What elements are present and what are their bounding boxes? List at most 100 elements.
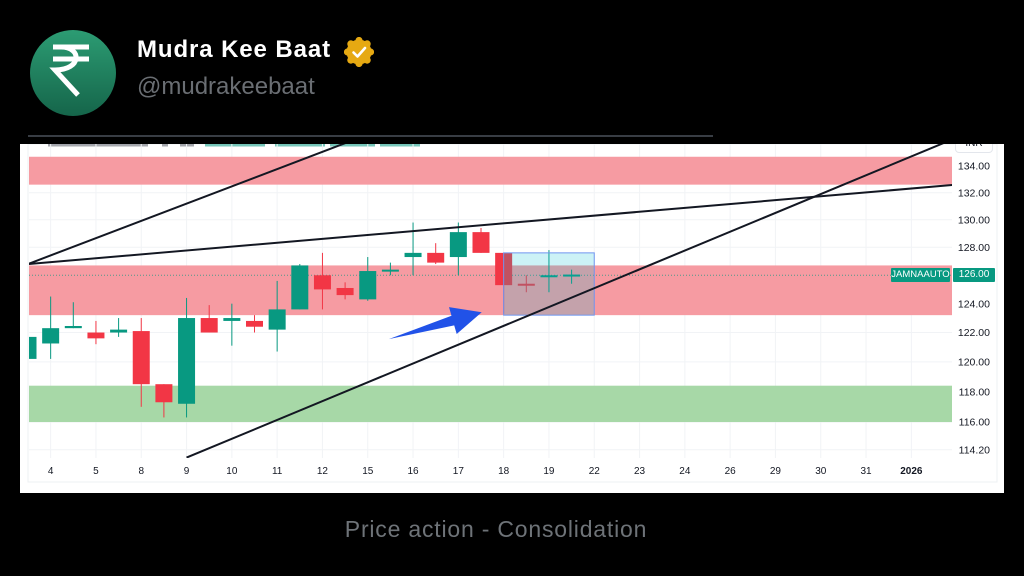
- rupee-icon: [30, 30, 116, 116]
- header-divider: [28, 135, 713, 137]
- candle-body: [427, 252, 445, 263]
- candle-body: [404, 252, 422, 258]
- x-axis-label: 11: [272, 466, 283, 477]
- legend-clipped-text: [205, 144, 265, 147]
- candle-body: [87, 332, 105, 339]
- candle-body: [359, 271, 377, 300]
- x-axis-label: 16: [407, 466, 419, 477]
- candle: [540, 250, 558, 293]
- x-axis-label: 22: [589, 466, 601, 477]
- y-axis-label: 132.00: [958, 187, 990, 199]
- candle-body: [381, 269, 399, 272]
- candle-body: [472, 232, 490, 253]
- y-axis-label: 114.20: [959, 444, 990, 456]
- chart-frame: [27, 144, 998, 483]
- trendline-upper-channel: [29, 184, 952, 265]
- currency-label: INR: [955, 144, 993, 153]
- x-axis-label: 31: [860, 466, 872, 477]
- candle-body: [29, 336, 37, 359]
- candle: [200, 305, 218, 333]
- candle: [472, 228, 490, 253]
- candle-body: [132, 331, 150, 385]
- trendline-rising-support: [186, 144, 944, 458]
- y-axis-label: 124.00: [958, 298, 990, 310]
- consolidation-zone: [29, 265, 952, 316]
- x-axis-label: 26: [725, 466, 737, 477]
- y-axis-label: 120.00: [958, 356, 990, 368]
- legend-clipped-text: [330, 144, 375, 147]
- chart-image[interactable]: 134.00 132.00 130.00 128.00 124.00 122.00 120.…: [20, 144, 1004, 493]
- candle: [563, 269, 581, 284]
- candle: [178, 297, 196, 418]
- candle: [42, 296, 60, 359]
- y-axis-label: 118.00: [959, 386, 990, 398]
- y-axis-label: 116.00: [959, 417, 990, 429]
- candle: [132, 318, 150, 407]
- post-caption: Price action - Consolidation: [344, 516, 648, 542]
- candle-body: [540, 275, 558, 278]
- candle-body: [291, 265, 309, 310]
- candle-body: [268, 309, 286, 330]
- x-axis-label: 30: [815, 466, 827, 477]
- x-axis-label: 17: [453, 466, 465, 477]
- x-axis-label: 8: [138, 466, 144, 477]
- legend-clipped-text: [275, 144, 325, 147]
- resistance-zone-upper: [29, 156, 952, 185]
- x-axis-label: 15: [362, 466, 374, 477]
- consolidation-range-box: [503, 252, 595, 316]
- x-axis-label: 9: [184, 466, 190, 477]
- x-axis-label: 5: [93, 466, 99, 477]
- candlestick-chart: 134.00 132.00 130.00 128.00 124.00 122.00 120.…: [20, 144, 1004, 493]
- avatar[interactable]: [30, 30, 116, 116]
- candle: [336, 282, 354, 300]
- candle: [291, 264, 309, 310]
- x-axis-label: 23: [634, 466, 646, 477]
- candle: [359, 257, 377, 301]
- candle: [381, 262, 399, 276]
- candle: [110, 318, 128, 337]
- candle-body: [246, 320, 263, 327]
- candle-body: [42, 328, 60, 344]
- candle: [223, 303, 241, 346]
- symbol-tag: JAMNAAUTO: [891, 268, 950, 282]
- candle: [427, 243, 445, 265]
- x-axis-label: 4: [48, 466, 54, 477]
- plot-area: [29, 144, 952, 458]
- candle: [87, 320, 105, 345]
- last-price-tag: 126.00: [953, 268, 995, 282]
- legend-clipped: [48, 144, 420, 147]
- candle-body: [200, 318, 218, 333]
- trendline-steep: [29, 144, 346, 265]
- author-handle[interactable]: @mudrakeebaat: [137, 73, 315, 100]
- x-axis-label: 10: [226, 466, 238, 477]
- verified-check-icon: [343, 36, 375, 68]
- candle-body: [313, 275, 331, 290]
- x-axis-label: 19: [543, 466, 555, 477]
- candle: [268, 280, 286, 352]
- x-axis-label: 2026: [900, 466, 923, 477]
- legend-clipped-text: [162, 144, 168, 147]
- chart-background: [20, 144, 1004, 493]
- x-axis-label: 12: [317, 466, 329, 477]
- candle: [449, 222, 467, 276]
- candle-body: [155, 384, 173, 403]
- x-axis-label: 18: [498, 466, 510, 477]
- candle: [155, 384, 173, 418]
- candle-body: [64, 325, 82, 329]
- candle-body: [336, 287, 354, 296]
- y-axis-label: 122.00: [958, 327, 990, 339]
- candle-body: [563, 274, 581, 277]
- candle-body: [223, 318, 241, 321]
- candle-body: [517, 283, 535, 286]
- y-axis-label: 128.00: [958, 242, 990, 254]
- legend-clipped-text: [48, 144, 148, 147]
- candle-body: [178, 318, 196, 404]
- candle: [517, 275, 535, 293]
- y-axis-label: 130.00: [958, 214, 990, 226]
- candle-body: [449, 232, 467, 258]
- candle: [29, 336, 37, 359]
- x-axis-label: 24: [679, 466, 691, 477]
- candle-body: [110, 329, 128, 333]
- pointer-arrow: [388, 307, 482, 340]
- author-name[interactable]: Mudra Kee Baat: [137, 36, 331, 63]
